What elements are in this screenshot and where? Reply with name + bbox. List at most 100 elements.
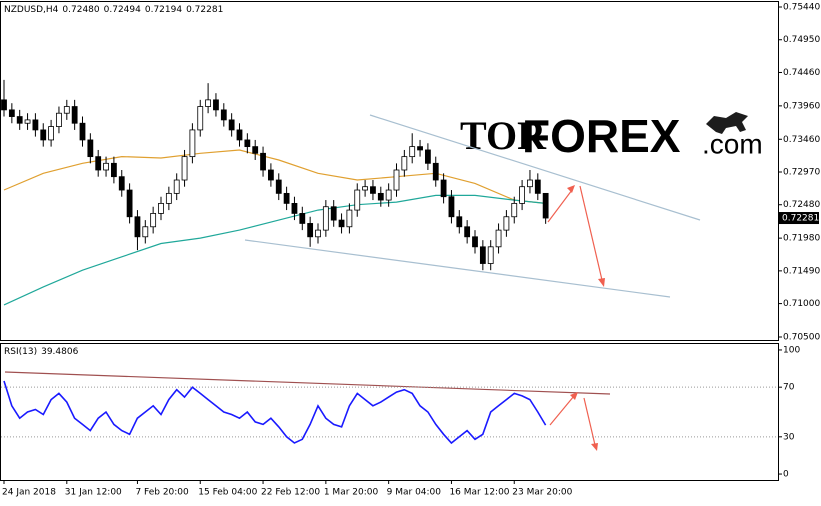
x-tick-label: 16 Mar 12:00: [449, 488, 509, 498]
candle-body: [307, 223, 314, 238]
candle-body: [181, 156, 188, 181]
arrow-head: [570, 392, 578, 400]
candle-body: [63, 106, 70, 114]
x-tick-label: 31 Jan 12:00: [65, 488, 122, 498]
candle-body: [354, 189, 361, 211]
price-panel: [0, 1, 779, 341]
candle-body: [275, 179, 282, 194]
candle-body: [213, 99, 219, 111]
candle-body: [158, 202, 164, 214]
candle-body: [322, 206, 329, 231]
candle-body: [56, 112, 62, 127]
candle-body: [150, 213, 157, 228]
arrow: [547, 189, 573, 223]
candle-body: [393, 169, 400, 191]
price-header: NZDUSD,H4 0.72480 0.72494 0.72194 0.72281: [4, 5, 223, 15]
y-tick-label: 0.74950: [783, 35, 820, 45]
y-tick-label: 0.72970: [783, 168, 820, 178]
last-price-label: 0.72281: [782, 214, 819, 224]
candle-body: [197, 106, 204, 131]
x-tick-label: 24 Jan 2018: [2, 488, 56, 498]
candle-body: [527, 179, 533, 188]
y-tick-label: 0.71490: [783, 266, 820, 276]
y-tick-label: 0.73960: [783, 101, 820, 111]
candle-body: [244, 139, 251, 148]
candle-body: [315, 229, 321, 238]
candle-body: [346, 209, 353, 228]
x-tick-label: 9 Mar 04:00: [387, 488, 442, 498]
candle-body: [479, 246, 486, 264]
candle-body: [267, 169, 274, 181]
watermark: TOR FOREX .com: [460, 110, 763, 162]
y-tick-label: 70: [783, 383, 795, 393]
x-tick-label: 23 Mar 20:00: [512, 488, 572, 498]
candle-body: [377, 192, 384, 201]
candle-body: [252, 146, 259, 154]
candle-body: [173, 179, 180, 194]
candle-body: [236, 129, 243, 141]
rsi-header: RSI(13) 39.4806: [4, 347, 79, 357]
trend-line: [369, 114, 701, 221]
annotations: [4, 114, 701, 451]
y-tick-label: 30: [783, 432, 795, 442]
candle-body: [401, 156, 408, 171]
candle-body: [283, 192, 290, 204]
header-value: 0.72281: [186, 5, 223, 15]
arrow-head: [591, 443, 598, 451]
moving-average: [3, 194, 546, 306]
candle-body: [464, 226, 471, 238]
watermark-part: .com: [702, 128, 763, 159]
candle-body: [472, 236, 478, 248]
candle-body: [362, 186, 369, 191]
y-tick-label: 0.71980: [783, 234, 820, 244]
rsi-title: RSI(13): [4, 347, 37, 357]
candle-body: [542, 192, 549, 219]
rsi-value: 39.4806: [41, 347, 78, 357]
candle-body: [330, 206, 337, 221]
x-tick-label: 22 Feb 12:00: [261, 488, 320, 498]
y-tick-label: 0.70500: [783, 332, 820, 342]
candle-body: [24, 119, 31, 124]
rsi-line: [3, 380, 547, 445]
candle-body: [511, 202, 518, 218]
candle-body: [165, 192, 172, 204]
arrow: [579, 185, 603, 281]
y-tick-label: 0.72480: [783, 200, 820, 210]
candle-body: [8, 109, 15, 117]
header-value: 0.72194: [145, 5, 182, 15]
candle-body: [118, 176, 125, 191]
trend-line: [244, 239, 671, 298]
watermark-part: FOREX: [522, 110, 681, 162]
y-tick-label: 0.74460: [783, 68, 820, 78]
candle-body: [370, 186, 376, 194]
candle-body: [503, 216, 510, 231]
candle-body: [87, 139, 94, 158]
x-tick-label: 15 Feb 04:00: [198, 488, 257, 498]
candle-body: [95, 156, 102, 171]
arrow: [583, 397, 596, 446]
candle-body: [48, 126, 54, 141]
candle-body: [71, 106, 78, 124]
candle-body: [111, 162, 117, 178]
y-tick-label: 0.73460: [783, 135, 820, 145]
candle-body: [417, 146, 423, 151]
candle-body: [448, 196, 455, 218]
arrow-head: [598, 278, 605, 287]
header-value: 0.72480: [62, 5, 99, 15]
candle-body: [142, 226, 149, 238]
candle-body: [205, 99, 212, 107]
candle-body: [126, 189, 133, 218]
candle-body: [534, 179, 541, 194]
bull-icon: [706, 112, 748, 134]
candle-body: [220, 109, 227, 121]
arrow: [549, 395, 575, 426]
x-tick-label: 1 Mar 20:00: [324, 488, 379, 498]
candle-body: [385, 189, 392, 201]
candle-body: [432, 162, 439, 181]
candle-body: [487, 246, 494, 264]
rsi-panel: [0, 343, 779, 481]
candle-body: [291, 202, 298, 214]
watermark-part: TOR: [460, 113, 547, 158]
